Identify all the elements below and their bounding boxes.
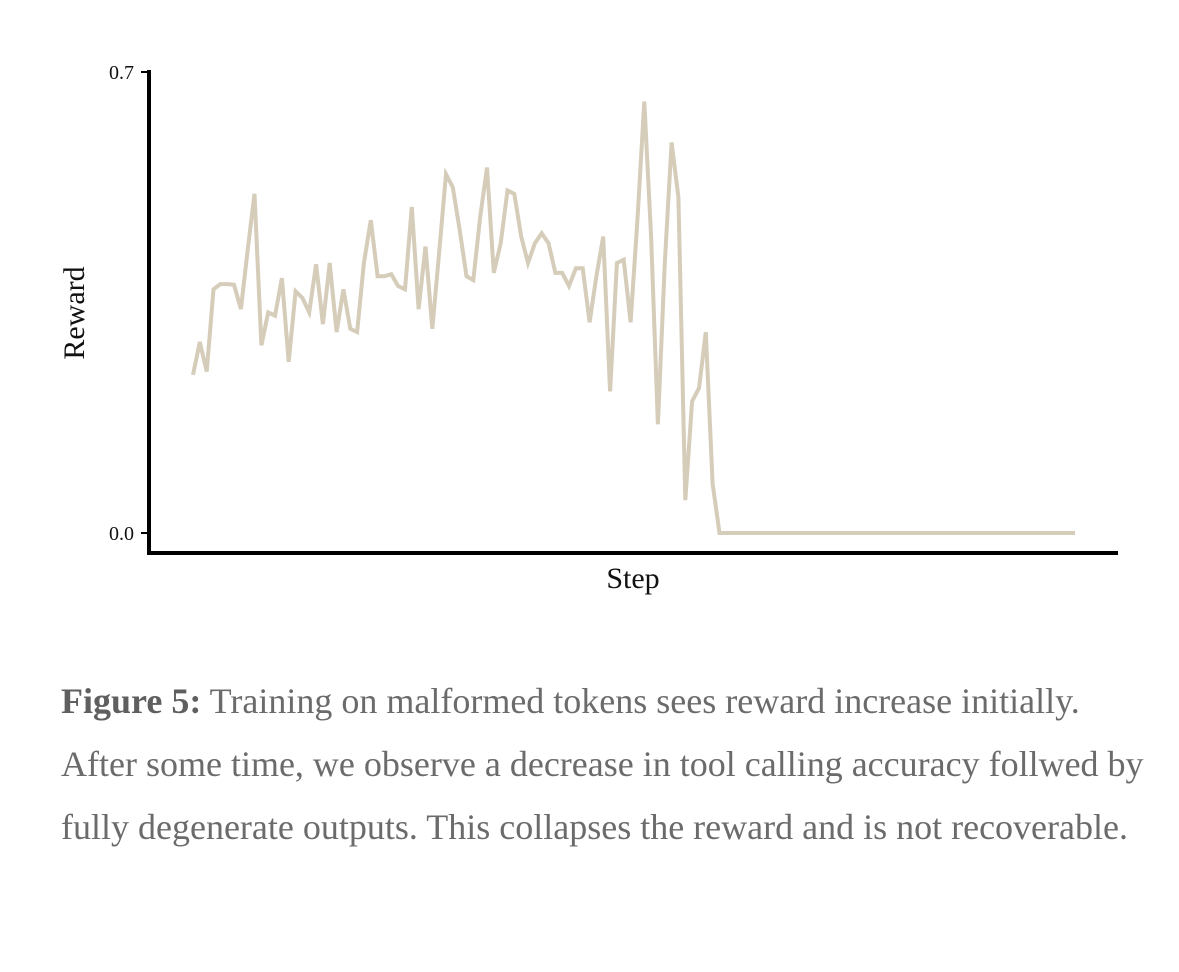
figure-caption: Figure 5: Training on malformed tokens s… [61, 670, 1151, 859]
y-tick-label-top: 0.7 [109, 62, 134, 84]
y-axis-title: Reward [58, 266, 91, 359]
series-line-0 [191, 101, 1075, 535]
x-axis-title: Step [606, 562, 659, 595]
reward-line-chart: 0.7 0.0 Reward Step [58, 62, 1118, 595]
plot-area [191, 101, 1075, 535]
figure-label: Figure 5: [61, 681, 202, 721]
caption-text: Training on malformed tokens sees reward… [61, 681, 1144, 847]
y-tick-label-bottom: 0.0 [109, 523, 134, 545]
